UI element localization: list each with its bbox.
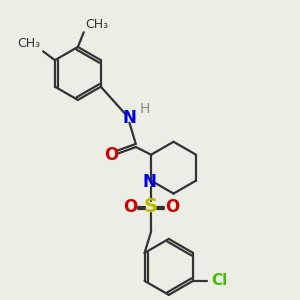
Text: N: N [122,109,136,127]
Text: CH₃: CH₃ [85,18,108,31]
Text: Cl: Cl [212,273,228,288]
Text: N: N [143,173,157,191]
Text: O: O [165,197,179,215]
Text: H: H [140,102,150,116]
Text: O: O [105,146,119,164]
Text: S: S [144,197,158,216]
Text: CH₃: CH₃ [18,37,41,50]
Text: O: O [123,197,137,215]
